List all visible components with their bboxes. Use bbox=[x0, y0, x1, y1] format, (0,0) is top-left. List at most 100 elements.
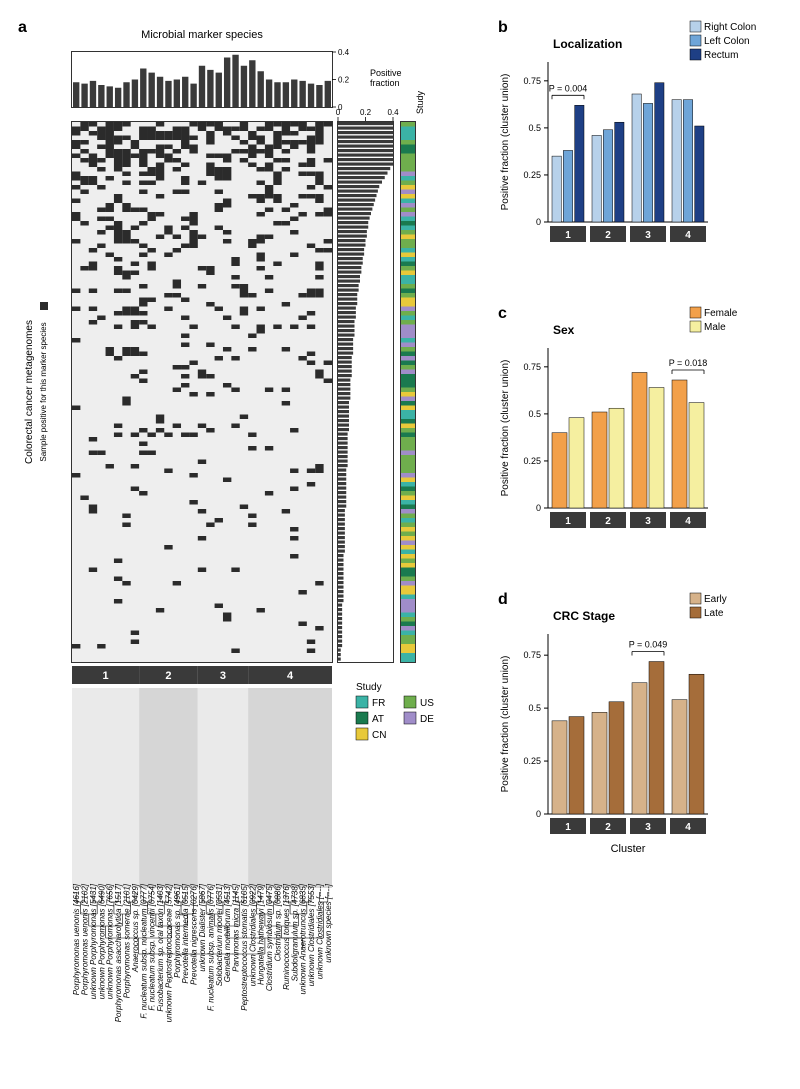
rightbar-tick: 0.4 bbox=[387, 108, 399, 117]
xgroup-num: 3 bbox=[645, 822, 651, 833]
legend-swatch bbox=[690, 35, 701, 46]
cluster-number: 4 bbox=[287, 670, 294, 682]
bar bbox=[575, 105, 584, 222]
ytick: 0.5 bbox=[528, 409, 541, 419]
ytick: 0.25 bbox=[523, 756, 541, 766]
panel-label: b bbox=[498, 19, 508, 36]
xgroup-num: 2 bbox=[605, 822, 611, 833]
bar bbox=[632, 683, 647, 814]
ylabel: Positive fraction (cluster union) bbox=[500, 74, 511, 211]
topbar-bar bbox=[224, 58, 230, 108]
topbar-ylabel: fraction bbox=[370, 78, 400, 88]
xgroup-num: 4 bbox=[685, 516, 691, 527]
topbar-bar bbox=[274, 82, 280, 107]
legend-text: Male bbox=[704, 322, 726, 333]
legend-text: Right Colon bbox=[704, 22, 756, 33]
cluster-number: 3 bbox=[220, 670, 226, 682]
bar bbox=[672, 380, 687, 508]
figure-root: aMicrobial marker species00.20.4Positive… bbox=[12, 12, 788, 1077]
topbar-bar bbox=[299, 81, 305, 107]
bar bbox=[655, 83, 664, 222]
legend-box-icon bbox=[40, 302, 48, 310]
ytick: 0 bbox=[536, 217, 541, 227]
topbar-bar bbox=[190, 84, 196, 107]
panel-b-svg: bLocalizationRight ColonLeft ColonRectum… bbox=[490, 12, 780, 282]
panel-a: aMicrobial marker species00.20.4Positive… bbox=[12, 12, 482, 1077]
xgroup-num: 2 bbox=[605, 516, 611, 527]
topbar-bar bbox=[232, 55, 238, 107]
legend-box-text: Sample positive for this marker species bbox=[39, 322, 48, 461]
species-label: unknown species [----] bbox=[324, 883, 333, 962]
bar bbox=[615, 122, 624, 222]
right-column: bLocalizationRight ColonLeft ColonRectum… bbox=[490, 12, 780, 1077]
xgroup-num: 4 bbox=[685, 822, 691, 833]
ytick: 0.75 bbox=[523, 650, 541, 660]
topbar-bar bbox=[148, 73, 154, 107]
bar bbox=[592, 412, 607, 508]
xgroup-num: 3 bbox=[645, 230, 651, 241]
topbar-bar bbox=[308, 84, 314, 107]
panel-a-label: a bbox=[18, 19, 27, 36]
panel-label: d bbox=[498, 591, 508, 608]
pvalue: P = 0.004 bbox=[549, 83, 588, 93]
bar bbox=[563, 150, 572, 222]
topbar-bar bbox=[140, 69, 146, 108]
topbar-bar bbox=[316, 85, 322, 107]
bar bbox=[609, 702, 624, 814]
ytick: 0.25 bbox=[523, 170, 541, 180]
ytick: 0.25 bbox=[523, 456, 541, 466]
xgroup-num: 4 bbox=[685, 230, 691, 241]
xgroup-num: 1 bbox=[565, 516, 571, 527]
topbar-bar bbox=[98, 85, 104, 107]
bar bbox=[643, 103, 652, 222]
ytick: 0 bbox=[536, 503, 541, 513]
topbar-bar bbox=[266, 80, 272, 108]
topbar-bar bbox=[115, 88, 121, 107]
topbar-bar bbox=[291, 80, 297, 108]
rightbar-tick: 0 bbox=[336, 108, 341, 117]
pvalue: P = 0.018 bbox=[669, 358, 708, 368]
study-swatch bbox=[404, 696, 416, 708]
topbar-tick: 0.4 bbox=[338, 48, 350, 57]
study-code: DE bbox=[420, 714, 434, 725]
bar bbox=[683, 100, 692, 222]
bar bbox=[552, 721, 567, 814]
topbar-bar bbox=[123, 82, 129, 107]
bar bbox=[552, 156, 561, 222]
topbar-bar bbox=[258, 71, 264, 107]
cluster-number: 2 bbox=[165, 670, 171, 682]
legend-text: Female bbox=[704, 308, 738, 319]
ylabel: Positive fraction (cluster union) bbox=[500, 656, 511, 793]
xlabel: Cluster bbox=[611, 843, 646, 855]
bar bbox=[649, 662, 664, 814]
topbar-bar bbox=[199, 66, 205, 107]
legend-swatch bbox=[690, 321, 701, 332]
bar bbox=[552, 433, 567, 508]
topbar-bar bbox=[157, 77, 163, 107]
study-code: FR bbox=[372, 698, 385, 709]
legend-swatch bbox=[690, 307, 701, 318]
pvalue: P = 0.049 bbox=[629, 640, 668, 650]
ytick: 0.75 bbox=[523, 362, 541, 372]
panel-d-svg: dCRC StageEarlyLate00.250.50.75Positive … bbox=[490, 584, 780, 874]
legend-swatch bbox=[690, 21, 701, 32]
xgroup-num: 3 bbox=[645, 516, 651, 527]
study-swatch bbox=[356, 728, 368, 740]
legend-swatch bbox=[690, 607, 701, 618]
bar bbox=[689, 403, 704, 508]
legend-text: Late bbox=[704, 608, 724, 619]
ylabel: Positive fraction (cluster union) bbox=[500, 360, 511, 497]
ytick: 0.5 bbox=[528, 123, 541, 133]
topbar-bar bbox=[182, 77, 188, 107]
xgroup-num: 1 bbox=[565, 822, 571, 833]
chart-title: Sex bbox=[553, 323, 575, 337]
study-swatch bbox=[404, 712, 416, 724]
topbar-tick: 0.2 bbox=[338, 76, 350, 85]
panel-label: c bbox=[498, 305, 507, 322]
study-swatch bbox=[356, 712, 368, 724]
study-code: CN bbox=[372, 730, 386, 741]
bar bbox=[649, 388, 664, 508]
cluster-number: 1 bbox=[102, 670, 108, 682]
study-legend-title: Study bbox=[356, 682, 382, 693]
study-swatch bbox=[356, 696, 368, 708]
